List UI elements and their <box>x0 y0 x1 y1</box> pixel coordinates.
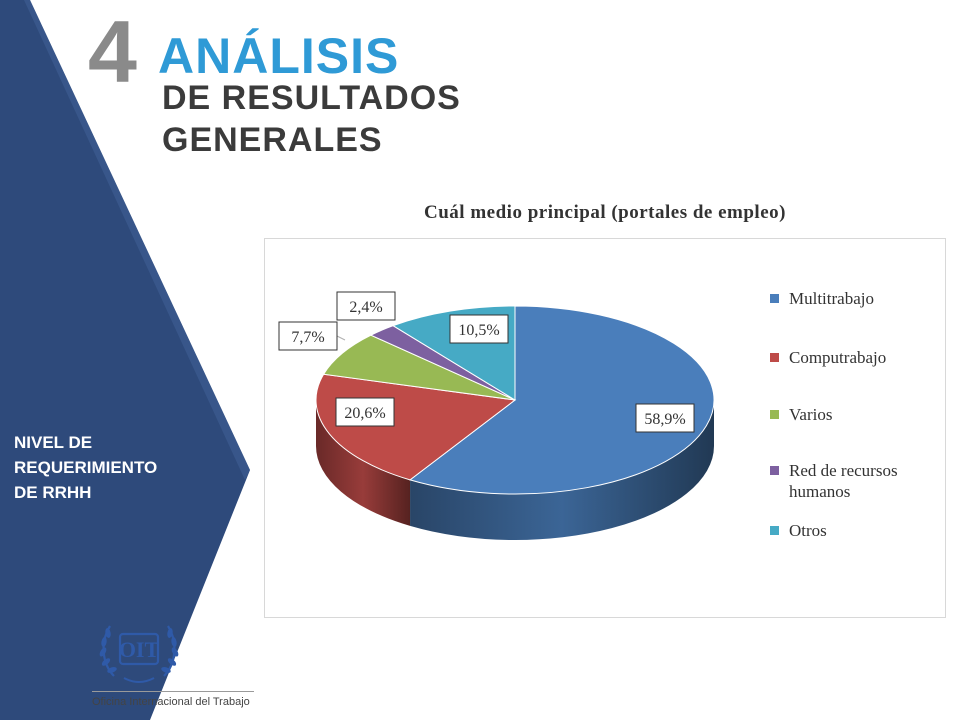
sidebar-label-line: DE RRHH <box>14 483 92 502</box>
data-labels: 58,9% 20,6% 7,7% 2,4% 10,5% <box>278 291 695 433</box>
data-label-box <box>335 397 395 427</box>
legend-item: Computrabajo <box>770 347 886 368</box>
legend-label: Otros <box>789 521 827 540</box>
sidebar-shape <box>0 0 250 720</box>
legend-item: Multitrabajo <box>770 288 874 309</box>
pie-chart: 58,9% 20,6% 7,7% 2,4% 10,5% <box>278 291 715 540</box>
legend-swatch <box>770 526 779 535</box>
legend-label: Multitrabajo <box>789 289 874 308</box>
section-number: 4 <box>88 2 137 101</box>
legend-label: Computrabajo <box>789 348 887 367</box>
oit-logo-emblem: OIT <box>99 625 179 683</box>
data-label: 10,5% <box>458 322 499 339</box>
legend-label: Red de recursos humanos <box>789 461 898 501</box>
logo-caption: Oficina Internacional del Trabajo <box>92 696 250 708</box>
pie-side-computrabajo <box>316 400 411 526</box>
logo-divider <box>92 691 254 692</box>
data-label-box <box>635 403 695 433</box>
logo-emblem-text: OIT <box>119 637 160 662</box>
legend-swatch <box>770 353 779 362</box>
sidebar-label: NIVEL DE REQUERIMIENTO DE RRHH <box>14 430 234 505</box>
legend-item: Red de recursos humanos <box>770 460 898 502</box>
legend-item: Varios <box>770 404 832 425</box>
chart-title: Cuál medio principal (portales de empleo… <box>424 202 786 223</box>
page-subtitle-line-2: GENERALES <box>162 121 383 159</box>
data-label-box <box>336 291 396 321</box>
data-label: 2,4% <box>349 299 382 316</box>
data-label: 20,6% <box>344 405 385 422</box>
sidebar-edge-highlight <box>24 0 250 480</box>
page-subtitle-line-1: DE RESULTADOS <box>162 79 461 117</box>
legend-item: Otros <box>770 520 827 541</box>
pie-slice-varios <box>322 334 516 401</box>
legend-label: Varios <box>789 405 833 424</box>
data-label: 7,7% <box>291 329 324 346</box>
pie-slice-multitrabajo <box>408 305 715 495</box>
data-label-box <box>449 314 509 344</box>
data-label-box <box>278 321 338 351</box>
sidebar-label-line: NIVEL DE <box>14 433 93 452</box>
pie-side-multitrabajo <box>410 400 714 540</box>
legend-swatch <box>770 294 779 303</box>
leader-line <box>336 335 346 341</box>
legend-swatch <box>770 466 779 475</box>
page-title: ANÁLISIS <box>158 28 400 84</box>
sidebar-label-line: REQUERIMIENTO <box>14 458 158 477</box>
data-label: 58,9% <box>644 411 685 428</box>
legend-swatch <box>770 410 779 419</box>
pie-sides <box>316 400 714 540</box>
